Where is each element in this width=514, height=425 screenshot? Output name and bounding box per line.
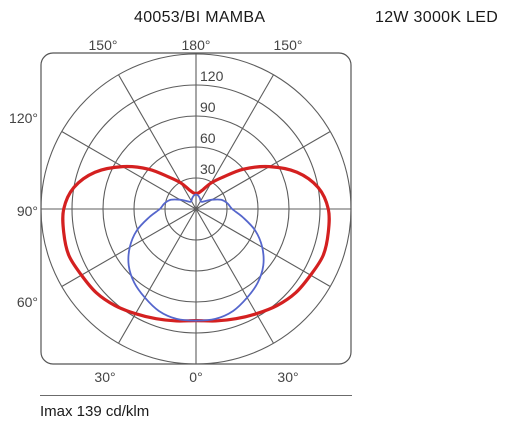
footer-divider bbox=[40, 395, 352, 396]
grid-ray bbox=[118, 74, 197, 210]
angle-label-bottom-center: 0° bbox=[189, 369, 202, 385]
angle-label-top-right: 150° bbox=[274, 37, 303, 53]
radial-tick-label: 90 bbox=[200, 99, 216, 115]
intensity-curves bbox=[61, 164, 331, 323]
radial-tick-label: 120 bbox=[200, 68, 224, 84]
grid-ray bbox=[61, 131, 197, 210]
grid-ray bbox=[118, 208, 197, 344]
angle-label-bottom-left: 30° bbox=[94, 369, 115, 385]
imax-label: Imax 139 cd/klm bbox=[40, 403, 150, 420]
radial-tick-labels: 120 90 60 30 bbox=[200, 68, 224, 177]
grid-ray bbox=[195, 74, 274, 210]
angle-label-top-left: 150° bbox=[89, 37, 118, 53]
intensity-curve-blue bbox=[127, 193, 265, 322]
intensity-curve-red bbox=[61, 164, 331, 323]
grid-rays bbox=[41, 54, 351, 364]
angle-label-bottom-right: 30° bbox=[277, 369, 298, 385]
grid-ray bbox=[195, 131, 331, 210]
angle-label-left-upper: 120° bbox=[9, 110, 38, 126]
lamp-spec: 12W 3000K LED bbox=[375, 9, 499, 26]
angle-label-top-center: 180° bbox=[182, 37, 211, 53]
radial-tick-label: 30 bbox=[200, 161, 216, 177]
radial-tick-label: 60 bbox=[200, 130, 216, 146]
angle-label-left-lower: 60° bbox=[17, 294, 38, 310]
angle-label-left-middle: 90° bbox=[17, 203, 38, 219]
chart-title: 40053/BI MAMBA bbox=[134, 9, 266, 26]
grid-ray bbox=[195, 208, 274, 344]
angle-labels: 150° 180° 150° 120° 90° 60° 30° 0° 30° bbox=[9, 37, 302, 385]
